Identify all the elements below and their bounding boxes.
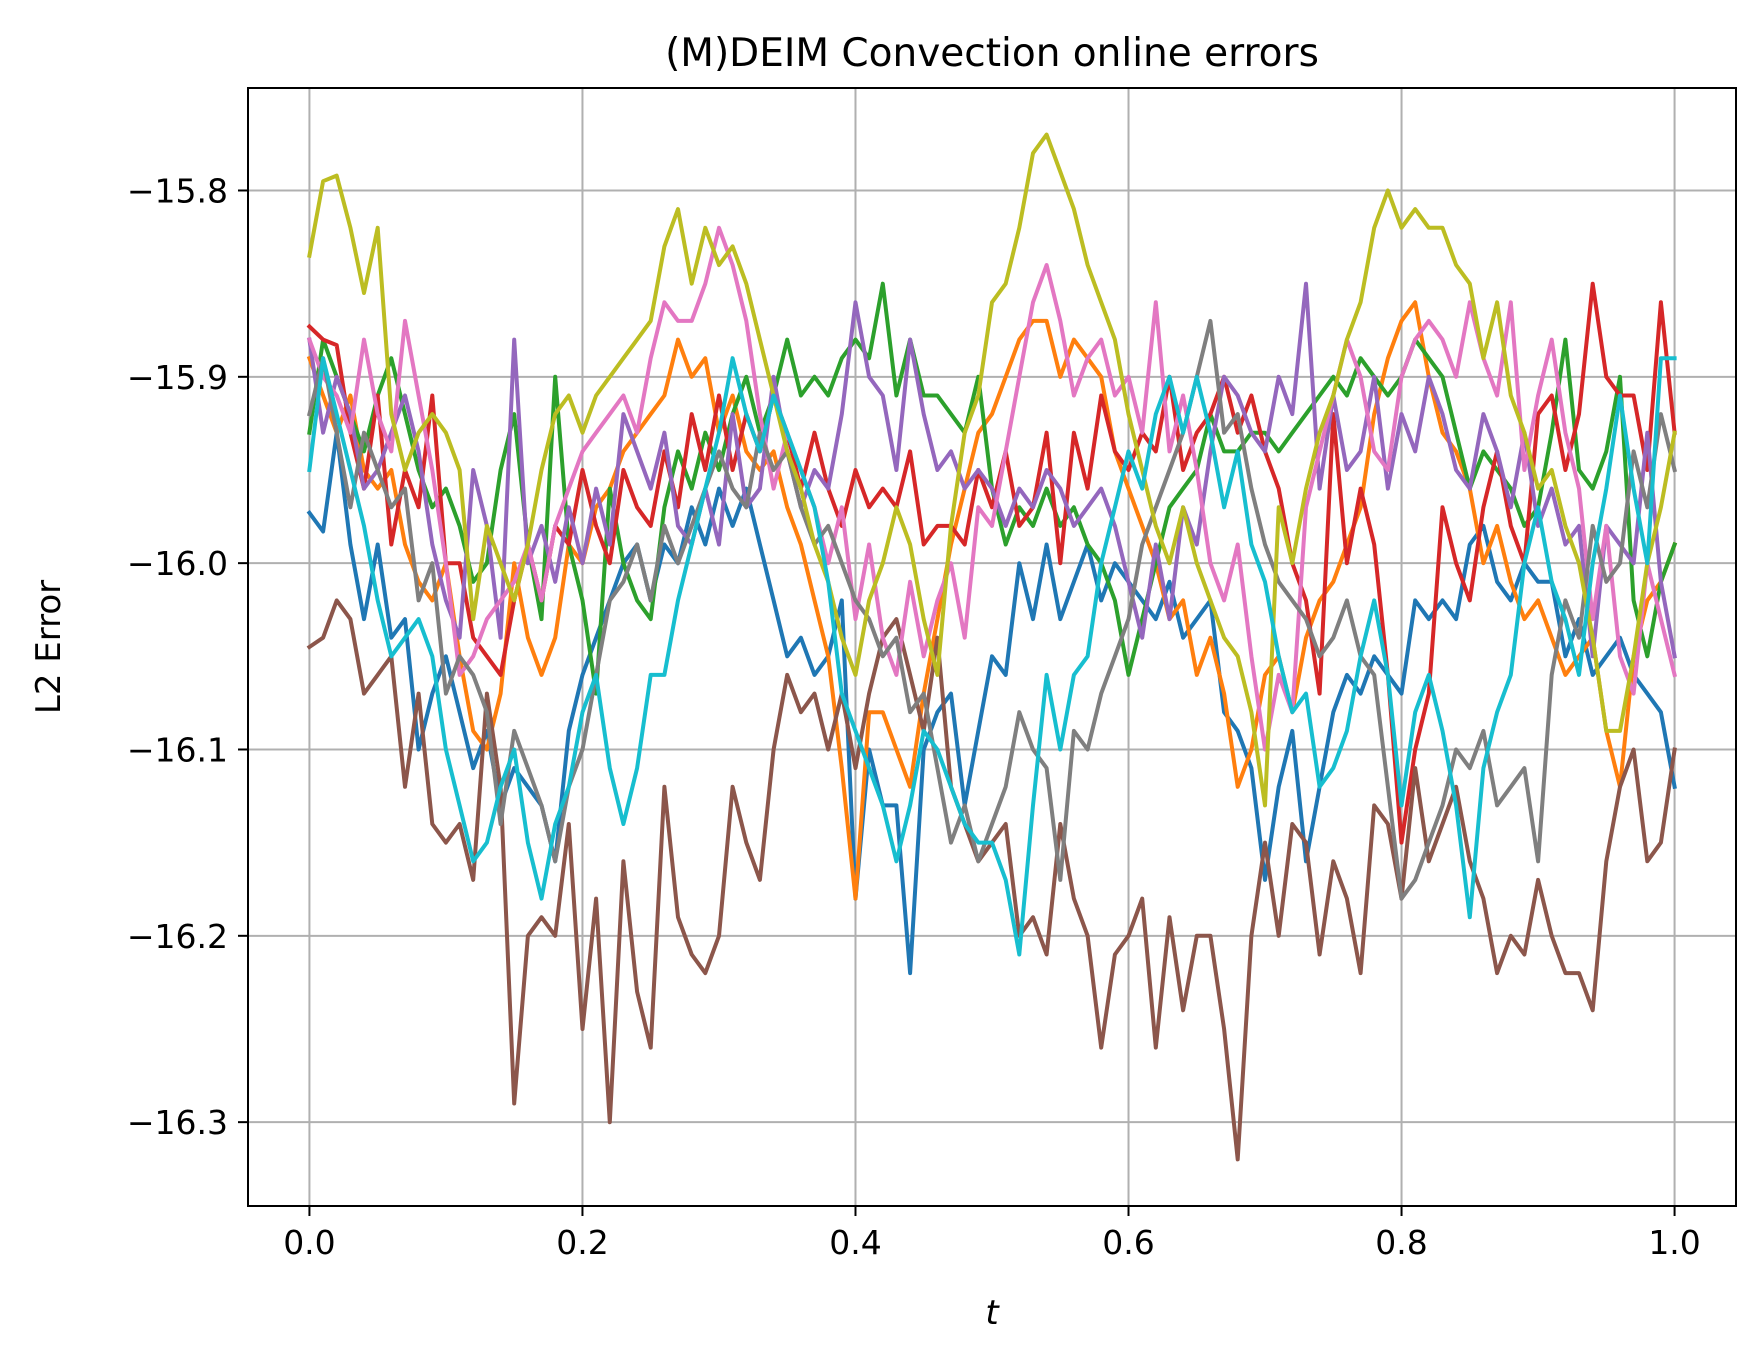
y-tick-label: −16.2	[127, 917, 228, 956]
series-line-9	[307, 132, 1677, 808]
x-tick-label: 0.4	[829, 1223, 881, 1262]
chart-title: (M)DEIM Convection online errors	[665, 31, 1319, 76]
x-tick-label: 0.2	[556, 1223, 608, 1262]
y-tick-label: −15.9	[127, 358, 228, 397]
x-tick-label: 1.0	[1648, 1223, 1700, 1262]
y-tick-label: −16.3	[127, 1103, 228, 1142]
grid-lines	[248, 88, 1736, 1206]
series-lines	[306, 132, 1678, 1162]
plot-area	[248, 88, 1736, 1206]
y-tick-label: −16.0	[127, 544, 228, 583]
series-line-8	[306, 318, 1678, 901]
x-axis-label: t	[985, 1293, 1000, 1333]
series-line-10	[307, 356, 1677, 957]
y-tick-label: −15.8	[127, 171, 228, 210]
x-tick-label: 0.6	[1102, 1223, 1154, 1262]
plot-frame	[247, 87, 1737, 1207]
y-axis-label: L2 Error	[29, 580, 69, 714]
series-line-5	[307, 281, 1677, 659]
x-tick-label: 0.8	[1375, 1223, 1427, 1262]
axes: 0.0 0.2 0.4 0.6 0.8 1.0 −15.8 −15.9 −16.0 −16.1 −1…	[127, 171, 1701, 1262]
series-line-7	[306, 225, 1678, 752]
series-line-1	[306, 430, 1677, 976]
x-tick-label: 0.0	[283, 1223, 335, 1262]
y-tick-label: −16.1	[127, 730, 228, 769]
